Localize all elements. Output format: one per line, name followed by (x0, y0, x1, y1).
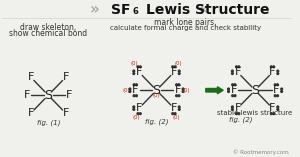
Text: draw skeleton,: draw skeleton, (20, 23, 76, 32)
Text: (0): (0) (130, 61, 138, 66)
Circle shape (277, 73, 279, 74)
Text: F: F (273, 85, 280, 95)
Circle shape (273, 66, 274, 68)
Text: F: F (62, 108, 69, 118)
Circle shape (277, 106, 279, 108)
Circle shape (133, 108, 135, 110)
Circle shape (178, 95, 180, 97)
Text: F: F (136, 67, 142, 77)
Circle shape (232, 106, 233, 108)
Text: (0): (0) (123, 88, 130, 93)
Circle shape (228, 88, 230, 90)
Text: F: F (24, 90, 30, 100)
Text: »: » (90, 2, 100, 17)
Circle shape (133, 70, 135, 72)
Circle shape (176, 84, 177, 86)
Text: SF: SF (111, 3, 130, 16)
Circle shape (182, 91, 184, 92)
Text: F: F (269, 67, 276, 77)
Circle shape (277, 95, 278, 97)
Text: «: « (198, 2, 208, 17)
Circle shape (140, 66, 141, 68)
Circle shape (274, 95, 276, 97)
Circle shape (137, 66, 139, 68)
Circle shape (281, 91, 283, 92)
Circle shape (174, 66, 176, 68)
Circle shape (178, 73, 180, 74)
Circle shape (133, 106, 135, 108)
Text: (0): (0) (153, 93, 160, 98)
Text: calculate formal charge and check stability: calculate formal charge and check stabil… (110, 25, 261, 31)
Circle shape (232, 70, 233, 72)
Circle shape (136, 95, 137, 97)
Text: show chemical bond: show chemical bond (9, 29, 87, 38)
Circle shape (129, 88, 131, 90)
Circle shape (176, 95, 177, 97)
Text: S: S (152, 84, 160, 97)
Text: F: F (62, 72, 69, 82)
Text: F: F (269, 103, 276, 113)
Text: F: F (66, 90, 73, 100)
Circle shape (238, 66, 240, 68)
Circle shape (140, 113, 141, 115)
Text: S: S (44, 89, 52, 102)
Circle shape (178, 84, 180, 86)
Text: fig. (2): fig. (2) (229, 117, 252, 123)
Circle shape (182, 88, 184, 90)
Circle shape (232, 108, 233, 110)
Circle shape (277, 70, 279, 72)
Text: F: F (136, 103, 142, 113)
Text: (0): (0) (175, 61, 183, 66)
Text: fig. (2): fig. (2) (145, 119, 168, 125)
Circle shape (236, 66, 237, 68)
Text: F: F (28, 108, 34, 118)
FancyArrow shape (206, 87, 223, 94)
Circle shape (232, 95, 233, 97)
Text: (0): (0) (132, 115, 140, 120)
Circle shape (178, 106, 180, 108)
Text: S: S (251, 84, 259, 97)
Circle shape (281, 88, 283, 90)
Circle shape (178, 70, 180, 72)
Text: F: F (132, 85, 138, 95)
Circle shape (270, 113, 272, 115)
Circle shape (234, 95, 236, 97)
Circle shape (273, 113, 274, 115)
Text: fig. (1): fig. (1) (37, 120, 60, 126)
Circle shape (270, 66, 272, 68)
Circle shape (172, 113, 174, 115)
Circle shape (238, 113, 240, 115)
Circle shape (178, 108, 180, 110)
Circle shape (133, 95, 135, 97)
Circle shape (172, 66, 174, 68)
Text: mark lone pairs,: mark lone pairs, (154, 18, 217, 27)
Text: F: F (231, 85, 237, 95)
Text: F: F (235, 67, 241, 77)
Circle shape (236, 113, 237, 115)
Circle shape (228, 91, 230, 92)
Circle shape (277, 108, 279, 110)
Circle shape (133, 84, 135, 86)
Text: F: F (171, 67, 177, 77)
Text: Lewis Structure: Lewis Structure (146, 3, 269, 16)
Circle shape (137, 113, 139, 115)
Circle shape (129, 91, 131, 92)
Circle shape (232, 84, 233, 86)
Circle shape (274, 84, 276, 86)
Circle shape (174, 113, 176, 115)
Text: stable lewis structure: stable lewis structure (218, 110, 293, 116)
Text: (0): (0) (183, 88, 190, 93)
Circle shape (133, 73, 135, 74)
Text: F: F (235, 103, 241, 113)
Text: 6: 6 (132, 7, 138, 16)
Text: F: F (28, 72, 34, 82)
Text: (0): (0) (173, 115, 181, 120)
Text: F: F (171, 103, 177, 113)
Circle shape (277, 84, 278, 86)
Circle shape (234, 84, 236, 86)
Circle shape (136, 84, 137, 86)
Text: F: F (175, 85, 181, 95)
Text: © Rootmemory.com: © Rootmemory.com (233, 149, 289, 155)
Circle shape (232, 73, 233, 74)
